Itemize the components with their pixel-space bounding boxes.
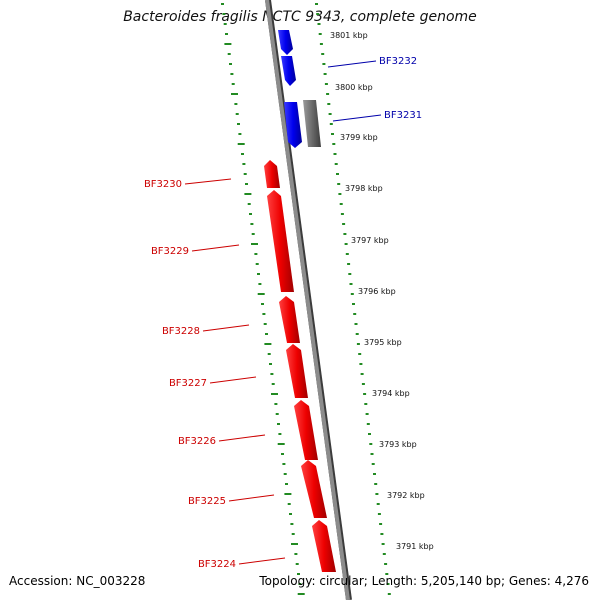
gene-label-bf3229[interactable]: BF3229 [151,246,189,257]
topology-text: Topology: circular; Length: 5,205,140 bp… [259,574,589,588]
gene-label-bf3225[interactable]: BF3225 [188,496,226,507]
scale-label: 3801 kbp [330,31,368,40]
scale-label: 3796 kbp [358,287,396,296]
scale-label-group: 3801 kbp 3800 kbp 3799 kbp 3798 kbp 3797… [330,31,434,551]
inner-tick-track [221,3,305,595]
gene-arrow-bf3225[interactable] [301,460,327,518]
scale-label: 3799 kbp [340,133,378,142]
leader-line-bf3228 [202,324,250,332]
gene-arrow-bf3226[interactable] [294,400,318,460]
gene-label-bf3232[interactable]: BF3232 [379,56,417,67]
gene-label-bf3230[interactable]: BF3230 [144,179,182,190]
leader-line-bf3226 [218,434,266,442]
gene-label-bf3224[interactable]: BF3224 [198,559,236,570]
accession-text: Accession: NC_003228 [9,574,146,588]
scale-label: 3800 kbp [335,83,373,92]
scale-label: 3792 kbp [387,491,425,500]
gene-features [264,30,336,572]
scale-label: 3793 kbp [379,440,417,449]
leader-line-bf3224 [238,557,286,565]
scale-label: 3798 kbp [345,184,383,193]
leader-line-bf3231 [332,114,382,122]
leader-line-bf3227 [209,376,257,384]
gene-arrow-bf3228[interactable] [279,296,300,343]
scale-label: 3797 kbp [351,236,389,245]
gene-label-group: BF3232 BF3231 BF3230 BF3229 BF3228 BF322… [144,56,422,570]
gene-label-bf3231[interactable]: BF3231 [384,110,422,121]
outer-tick-track [315,3,391,595]
map-title: Bacteroides fragilis NCTC 9343, complete… [123,9,477,25]
gene-label-bf3228[interactable]: BF3228 [162,326,200,337]
scale-label: 3791 kbp [396,542,434,551]
gene-label-bf3226[interactable]: BF3226 [178,436,216,447]
gene-arrow-bf3229[interactable] [267,190,294,292]
leader-line-bf3229 [191,244,240,252]
leader-line-bf3225 [228,494,275,502]
gene-arrow-pseudo[interactable] [303,100,321,147]
gene-arrow-bf3230[interactable] [264,160,280,188]
gene-arrow-bf3232[interactable] [278,30,293,55]
gene-arrow-bf3231[interactable] [284,102,302,148]
gene-arrow-bf3224[interactable] [312,520,336,572]
gene-arrow-bf3227[interactable] [286,344,308,398]
gene-arrow-bf3232-2[interactable] [281,56,296,86]
leader-line-bf3232 [327,60,377,68]
scale-label: 3794 kbp [372,389,410,398]
leader-line-bf3230 [184,178,232,185]
gene-label-bf3227[interactable]: BF3227 [169,378,207,389]
scale-label: 3795 kbp [364,338,402,347]
dna-backbone [265,0,350,600]
